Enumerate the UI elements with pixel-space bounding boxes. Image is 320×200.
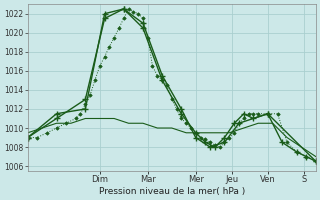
X-axis label: Pression niveau de la mer( hPa ): Pression niveau de la mer( hPa ) xyxy=(99,187,245,196)
